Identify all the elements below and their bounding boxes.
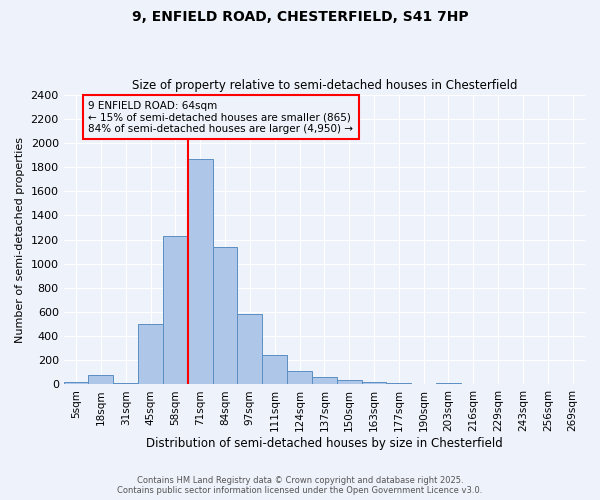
Bar xyxy=(312,377,337,384)
Bar xyxy=(362,382,386,384)
Bar xyxy=(188,158,212,384)
Bar xyxy=(212,247,238,384)
Bar xyxy=(262,356,287,384)
X-axis label: Distribution of semi-detached houses by size in Chesterfield: Distribution of semi-detached houses by … xyxy=(146,437,503,450)
Text: 9, ENFIELD ROAD, CHESTERFIELD, S41 7HP: 9, ENFIELD ROAD, CHESTERFIELD, S41 7HP xyxy=(131,10,469,24)
Bar xyxy=(64,382,88,384)
Bar xyxy=(163,236,188,384)
Text: Contains HM Land Registry data © Crown copyright and database right 2025.
Contai: Contains HM Land Registry data © Crown c… xyxy=(118,476,482,495)
Bar xyxy=(238,314,262,384)
Text: 9 ENFIELD ROAD: 64sqm
← 15% of semi-detached houses are smaller (865)
84% of sem: 9 ENFIELD ROAD: 64sqm ← 15% of semi-deta… xyxy=(88,100,353,134)
Title: Size of property relative to semi-detached houses in Chesterfield: Size of property relative to semi-detach… xyxy=(131,79,517,92)
Bar xyxy=(287,371,312,384)
Bar xyxy=(88,375,113,384)
Y-axis label: Number of semi-detached properties: Number of semi-detached properties xyxy=(15,136,25,342)
Bar xyxy=(337,380,362,384)
Bar xyxy=(138,324,163,384)
Bar xyxy=(436,382,461,384)
